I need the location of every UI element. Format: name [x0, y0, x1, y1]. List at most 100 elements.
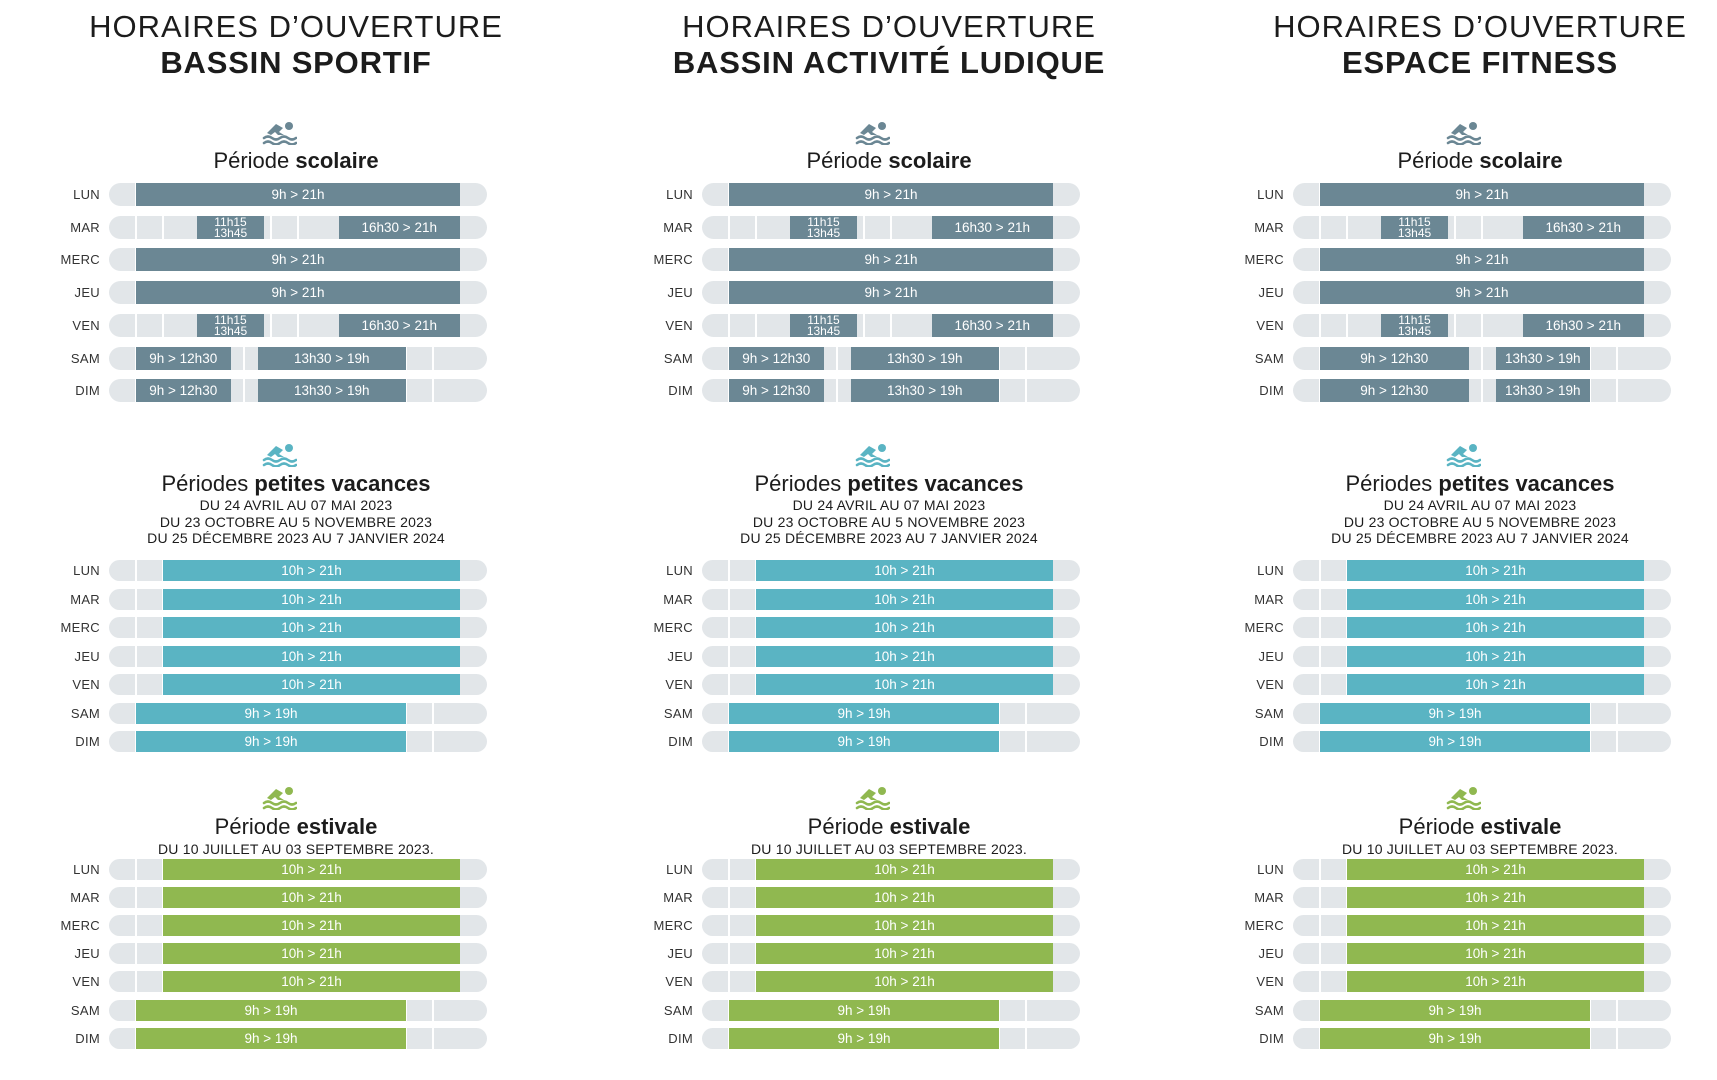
- schedule-row-ven: VEN 10h > 21h: [603, 674, 1175, 695]
- day-label: JEU: [1258, 946, 1284, 961]
- timeline-tick: [1589, 1000, 1591, 1021]
- opening-slot: 10h > 21h: [1347, 560, 1644, 581]
- opening-slot: 9h > 12h30: [729, 379, 824, 402]
- schedule-row-lun: LUN 9h > 21h: [1194, 183, 1717, 206]
- opening-slot: 9h > 19h: [729, 703, 999, 724]
- timeline-tick: [755, 216, 757, 239]
- schedule-row-sam: SAM 9h > 19h: [1194, 703, 1717, 724]
- opening-slot: 10h > 21h: [163, 560, 460, 581]
- timeline-track: 9h > 19h: [1293, 1000, 1671, 1021]
- timeline-tick: [1025, 731, 1027, 752]
- timeline-track: 10h > 21h: [109, 915, 487, 936]
- slot-time-line: 11h15: [1398, 216, 1431, 229]
- opening-slot: 11h15 13h45: [196, 216, 265, 239]
- timeline-tick: [863, 216, 865, 239]
- opening-slot: 16h30 > 21h: [338, 216, 460, 239]
- schedule-row-jeu: JEU 9h > 21h: [10, 281, 582, 304]
- timeline-track: 10h > 21h: [109, 859, 487, 880]
- schedule-row-sam: SAM 9h > 19h: [10, 703, 582, 724]
- timeline-track: 10h > 21h: [1293, 915, 1671, 936]
- day-label: LUN: [1257, 862, 1284, 877]
- opening-slot: 9h > 12h30: [136, 347, 231, 370]
- day-label: MAR: [70, 890, 100, 905]
- opening-slot: 9h > 21h: [1320, 281, 1644, 304]
- swimmer-icon: [854, 118, 891, 150]
- timeline-track: 9h > 19h: [109, 703, 487, 724]
- timeline-track: 10h > 21h: [1293, 887, 1671, 908]
- period-title-bold: scolaire: [1479, 148, 1563, 173]
- schedule-row-ven: VEN 11h15 13h45 16h30 > 21h: [603, 314, 1175, 337]
- opening-slot: 11h15 13h45: [789, 314, 858, 337]
- day-label: SAM: [663, 351, 693, 366]
- opening-slot: 13h30 > 19h: [257, 347, 406, 370]
- schedule-row-jeu: JEU 9h > 21h: [603, 281, 1175, 304]
- schedule-row-lun: LUN 9h > 21h: [10, 183, 582, 206]
- column-title-line1: HORAIRES D’OUVERTURE: [89, 9, 503, 44]
- timeline-tick: [243, 379, 245, 402]
- opening-slot: 10h > 21h: [756, 646, 1053, 667]
- period-title: Période scolaire: [1194, 148, 1717, 174]
- opening-slot: 9h > 12h30: [136, 379, 231, 402]
- timeline-tick: [135, 314, 137, 337]
- timeline-tick: [1319, 589, 1321, 610]
- timeline-tick: [998, 731, 1000, 752]
- opening-slot: 10h > 21h: [163, 887, 460, 908]
- day-label: VEN: [1256, 318, 1284, 333]
- schedule-row-lun: LUN 10h > 21h: [10, 859, 582, 880]
- schedule-row-dim: DIM 9h > 12h30 13h30 > 19h: [1194, 379, 1717, 402]
- timeline-tick: [135, 674, 137, 695]
- schedule-row-dim: DIM 9h > 19h: [1194, 1028, 1717, 1049]
- opening-slot: 10h > 21h: [163, 589, 460, 610]
- schedule-row-ven: VEN 11h15 13h45 16h30 > 21h: [10, 314, 582, 337]
- timeline-tick: [1589, 379, 1591, 402]
- timeline-track: 10h > 21h: [1293, 646, 1671, 667]
- day-label: LUN: [73, 187, 100, 202]
- timeline-track: 10h > 21h: [702, 646, 1080, 667]
- opening-slot: 10h > 21h: [1347, 971, 1644, 992]
- timeline-track: 10h > 21h: [702, 617, 1080, 638]
- timeline-track: 11h15 13h45 16h30 > 21h: [109, 216, 487, 239]
- timeline-tick: [270, 314, 272, 337]
- timeline-track: 9h > 12h30 13h30 > 19h: [1293, 379, 1671, 402]
- timeline-tick: [1346, 314, 1348, 337]
- day-label: MERC: [1244, 918, 1284, 933]
- timeline-track: 10h > 21h: [702, 674, 1080, 695]
- period-date-range: DU 23 OCTOBRE AU 5 NOVEMBRE 2023: [1343, 513, 1617, 530]
- opening-slot: 9h > 12h30: [729, 347, 824, 370]
- schedule-row-lun: LUN 10h > 21h: [1194, 560, 1717, 581]
- timeline-tick: [755, 314, 757, 337]
- day-label: SAM: [70, 1003, 100, 1018]
- opening-slot: 11h15 13h45: [1380, 216, 1449, 239]
- timeline-tick: [405, 379, 407, 402]
- schedule-row-merc: MERC 10h > 21h: [1194, 915, 1717, 936]
- schedule-row-lun: LUN 10h > 21h: [1194, 859, 1717, 880]
- period-date-range: DU 24 AVRIL AU 07 MAI 2023: [792, 497, 986, 513]
- opening-slot: 13h30 > 19h: [1495, 379, 1590, 402]
- slot-time-line: 13h45: [806, 324, 841, 337]
- schedule-row-ven: VEN 10h > 21h: [1194, 971, 1717, 992]
- schedule-row-merc: MERC 9h > 21h: [603, 248, 1175, 271]
- timeline-tick: [998, 379, 1000, 402]
- timeline-tick: [1589, 703, 1591, 724]
- opening-slot: 10h > 21h: [756, 560, 1053, 581]
- opening-slot: 10h > 21h: [756, 674, 1053, 695]
- opening-slot: 13h30 > 19h: [850, 347, 999, 370]
- timeline-track: 9h > 21h: [109, 248, 487, 271]
- day-label: DIM: [75, 383, 100, 398]
- period-date-range: DU 10 JUILLET AU 03 SEPTEMBRE 2023.: [1342, 841, 1618, 857]
- timeline-tick: [998, 1000, 1000, 1021]
- timeline-tick: [1616, 731, 1618, 752]
- timeline-tick: [1319, 859, 1321, 880]
- timeline-tick: [1025, 703, 1027, 724]
- opening-slot: 10h > 21h: [163, 617, 460, 638]
- timeline-tick: [998, 703, 1000, 724]
- day-label: MAR: [70, 220, 100, 235]
- timeline-track: 9h > 21h: [1293, 183, 1671, 206]
- day-label: LUN: [73, 862, 100, 877]
- timeline-track: 10h > 21h: [1293, 674, 1671, 695]
- timeline-tick: [728, 971, 730, 992]
- timeline-track: 10h > 21h: [109, 674, 487, 695]
- schedule-row-merc: MERC 10h > 21h: [603, 617, 1175, 638]
- opening-slot: 9h > 19h: [1320, 1028, 1590, 1049]
- opening-slot: 10h > 21h: [1347, 915, 1644, 936]
